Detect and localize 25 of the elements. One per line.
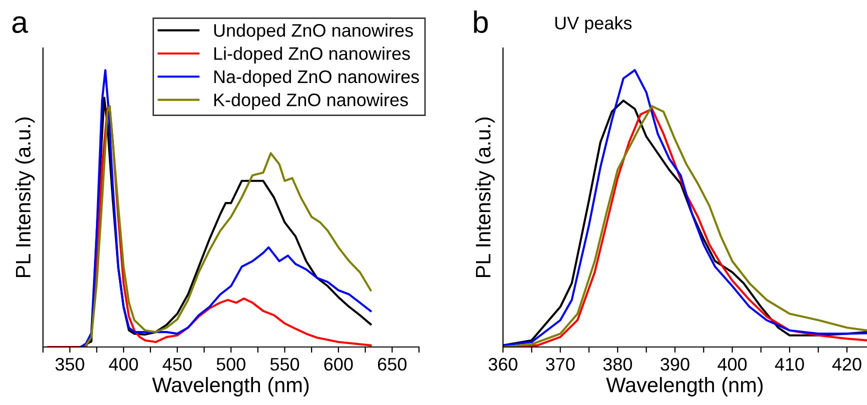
x-tick-label: 350 <box>55 358 84 371</box>
x-tick-label: 400 <box>718 358 747 371</box>
x-tick-label: 380 <box>603 358 632 371</box>
legend-label: K-doped ZnO nanowires <box>214 93 408 110</box>
legend-label: Undoped ZnO nanowires <box>214 24 413 40</box>
chart-subtitle: UV peaks <box>555 16 632 34</box>
x-tick-label: 500 <box>216 358 246 371</box>
chart-title: b <box>474 10 488 33</box>
x-tick-label: 600 <box>324 358 353 371</box>
x-axis-title: Wavelength (nm) <box>606 377 763 396</box>
y-axis-title: PL Intensity (a.u.) <box>15 118 35 278</box>
legend-label: Li-doped ZnO nanowires <box>214 46 410 64</box>
chart-title: a <box>12 16 28 33</box>
x-axis-title: Wavelength (nm) <box>152 377 309 396</box>
legend-label: Na-doped ZnO nanowires <box>214 70 419 87</box>
x-tick-label: 370 <box>546 358 575 371</box>
x-tick-label: 360 <box>488 358 518 371</box>
x-tick-label: 410 <box>774 358 804 371</box>
x-tick-label: 390 <box>660 358 690 371</box>
x-tick-label: 400 <box>108 358 138 371</box>
x-tick-label: 420 <box>832 358 862 371</box>
y-axis-title: PL Intensity (a.u.) <box>475 118 495 278</box>
x-tick-label: 450 <box>162 358 192 371</box>
x-tick-label: 650 <box>378 358 406 371</box>
x-tick-label: 550 <box>270 358 300 371</box>
